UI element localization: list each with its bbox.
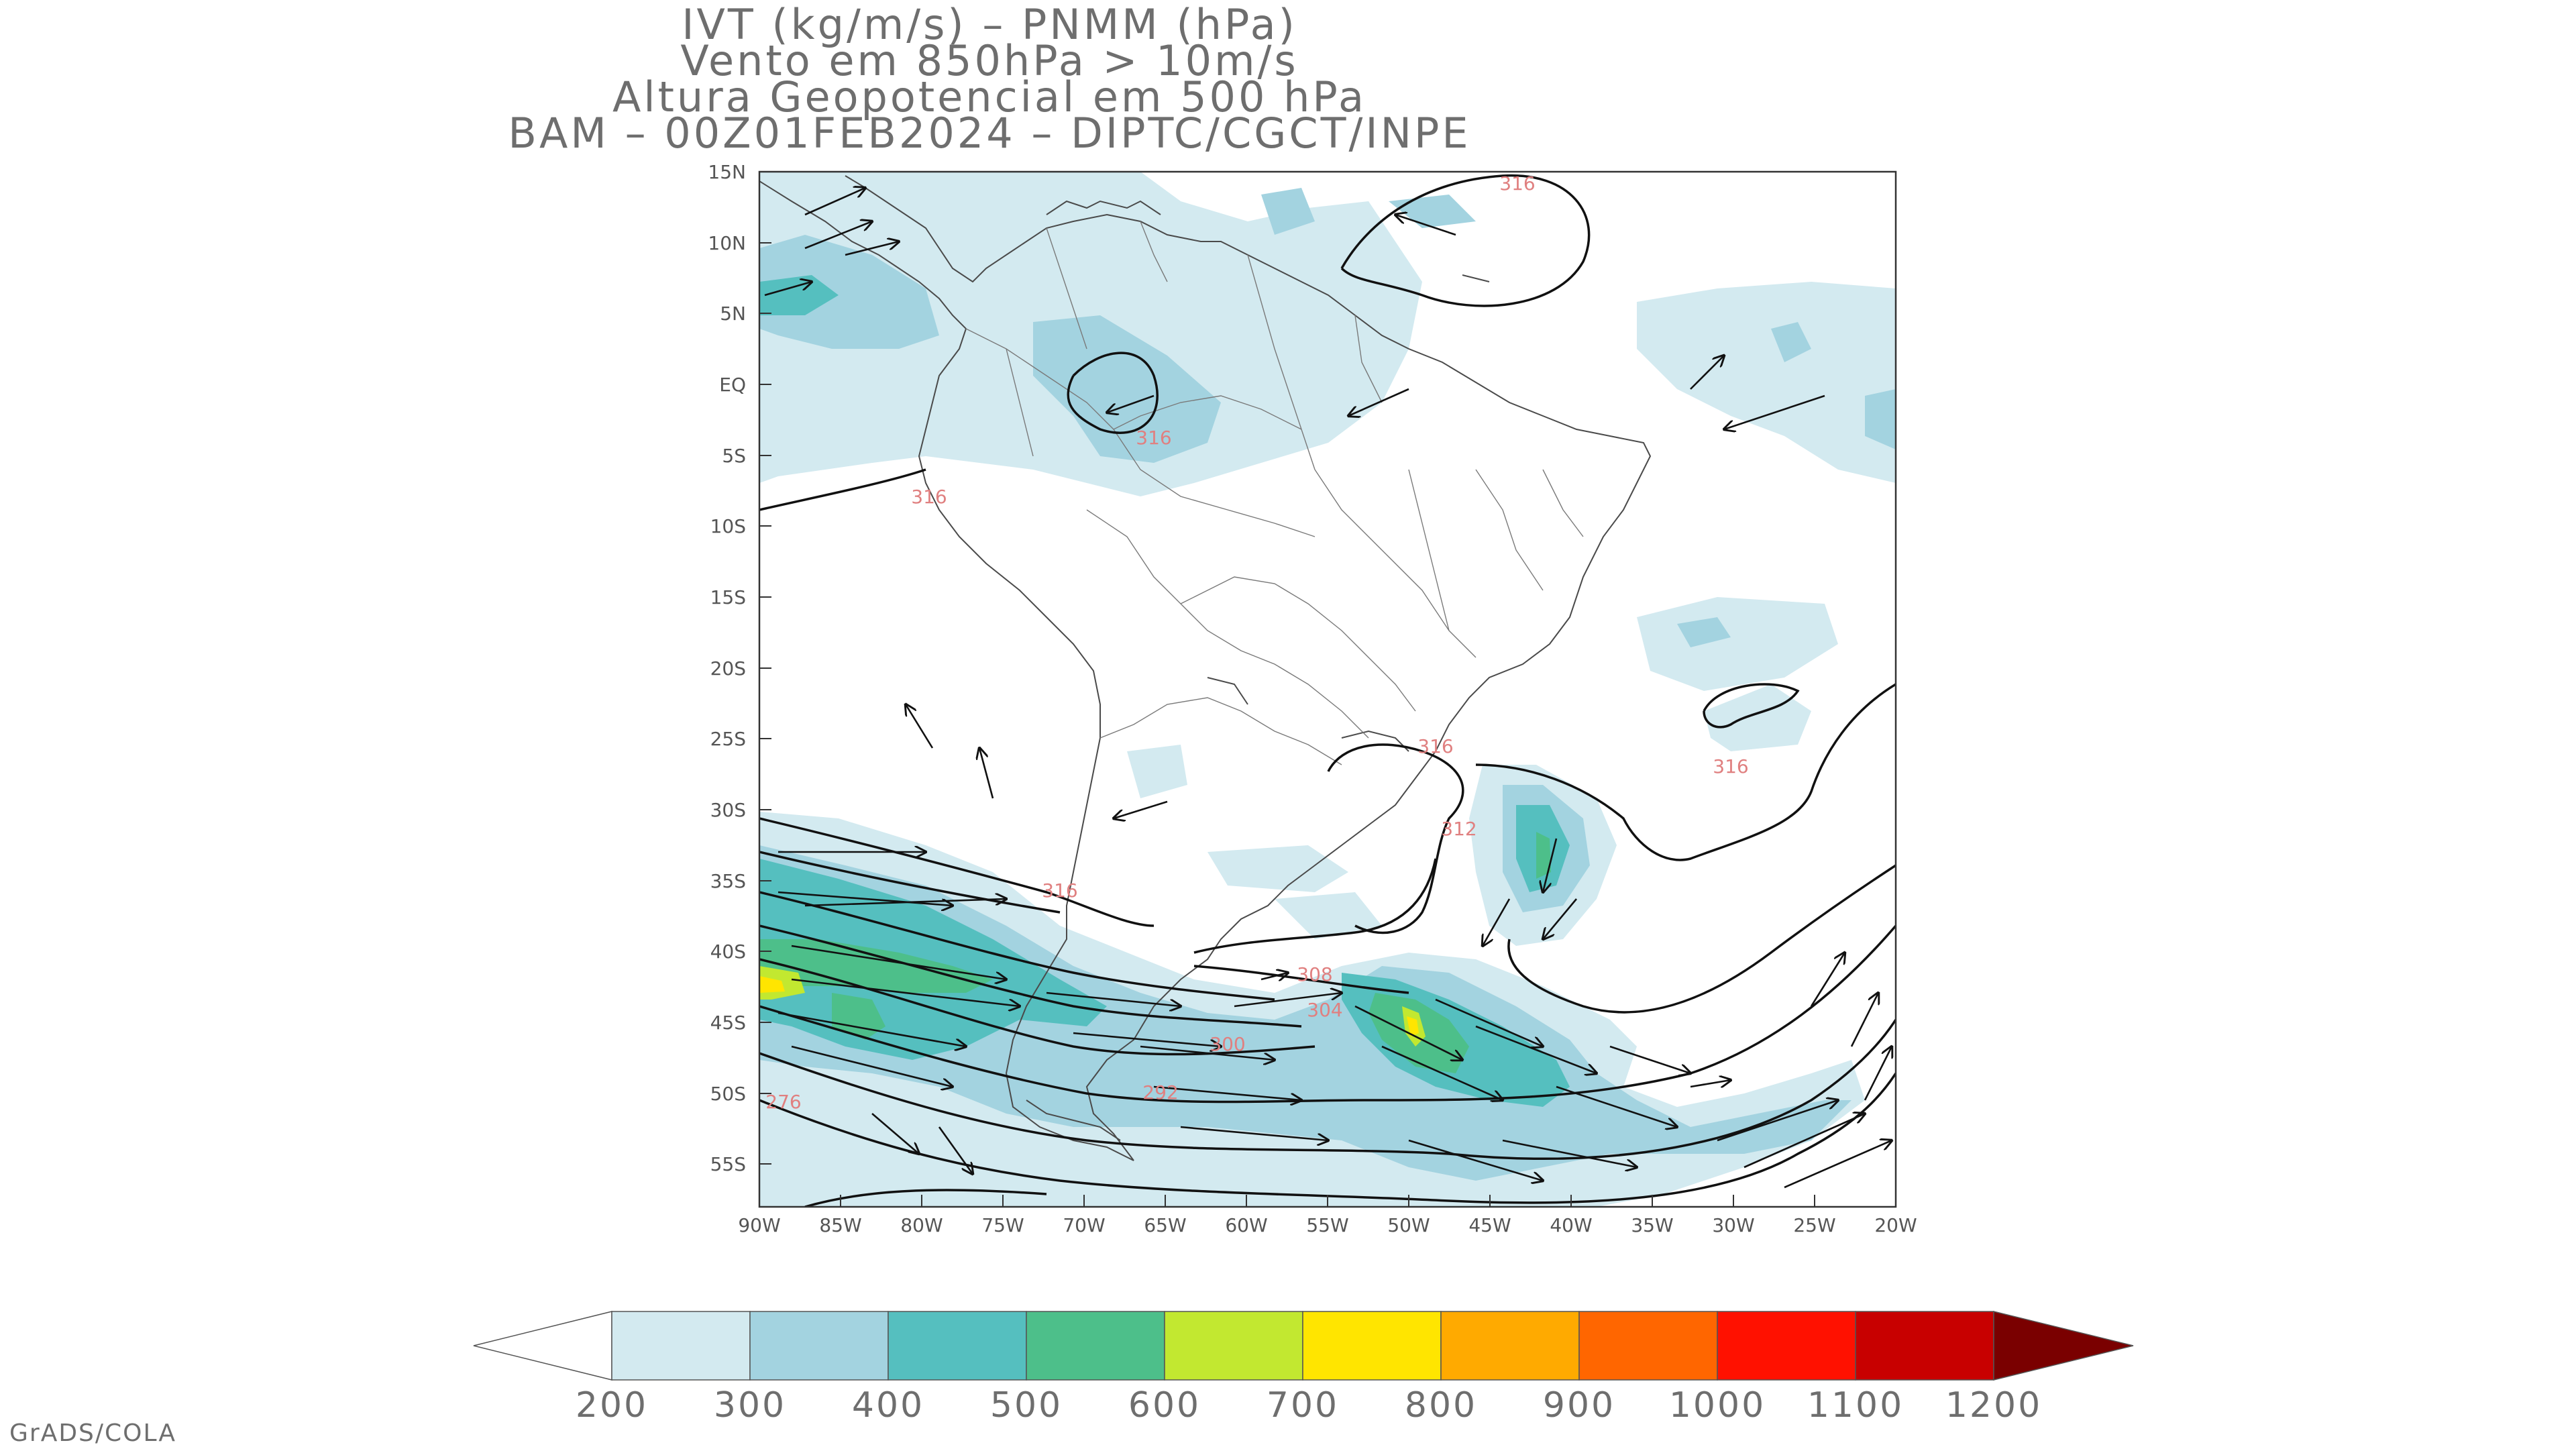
colorbar-swatch: [1302, 1311, 1442, 1381]
lon-tick-label: 20W: [1874, 1214, 1917, 1236]
lat-tick-label: 10S: [710, 515, 746, 537]
colorbar-label: 1100: [1807, 1385, 1904, 1426]
ivt-shading: [759, 172, 1896, 1207]
colorbar-high-triangle: [1993, 1311, 2134, 1381]
lat-tick-label: 5N: [720, 303, 746, 325]
lat-tick-label: 25S: [710, 728, 746, 750]
colorbar-label: 1000: [1669, 1385, 1766, 1426]
lat-tick-label: 45S: [710, 1012, 746, 1034]
colorbar-swatch: [1164, 1311, 1303, 1381]
contour-label: 316: [911, 486, 947, 508]
title-line-4: BAM – 00Z01FEB2024 – DIPTC/CGCT/INPE: [508, 109, 1470, 158]
lat-tick-label: 10N: [708, 232, 746, 254]
latitude-axis: 15N 10N 5N EQ 5S 10S 15S 20S 25S 30S 35S…: [708, 161, 771, 1175]
colorbar-label: 700: [1267, 1385, 1339, 1426]
contour-label: 316: [1042, 879, 1077, 902]
contour-label: 316: [1417, 735, 1453, 757]
lon-tick-label: 45W: [1468, 1214, 1511, 1236]
colorbar-swatch: [1440, 1311, 1580, 1381]
lat-tick-label: EQ: [719, 374, 746, 396]
lat-tick-label: 15N: [708, 161, 746, 183]
colorbar-swatch: [749, 1311, 889, 1381]
colorbar-label: 300: [714, 1385, 786, 1426]
figure-title: IVT (kg/m/s) – PNMM (hPa) Vento em 850hP…: [508, 0, 1470, 158]
colorbar: 200 300 400 500 600 700 800 900 1000 110…: [473, 1311, 2134, 1426]
contour-label: 316: [1499, 172, 1535, 195]
colorbar-label: 1200: [1945, 1385, 2042, 1426]
lat-tick-label: 50S: [710, 1083, 746, 1105]
contour-labels: 316 316 316 316 316 312 316 308 304 300 …: [765, 172, 1748, 1113]
contour-label: 300: [1210, 1033, 1245, 1055]
pressure-contours: [759, 174, 1896, 1207]
colorbar-label: 400: [852, 1385, 924, 1426]
colorbar-swatch: [1026, 1311, 1165, 1381]
colorbar-label: 600: [1128, 1385, 1201, 1426]
colorbar-low-triangle: [473, 1311, 612, 1381]
colorbar-swatch: [888, 1311, 1027, 1381]
lat-tick-label: 30S: [710, 799, 746, 821]
contour-label: 276: [765, 1091, 801, 1113]
country-borders: [965, 221, 1584, 765]
lon-tick-label: 80W: [900, 1214, 943, 1236]
contour-label: 312: [1441, 818, 1477, 840]
colorbar-swatch: [611, 1311, 751, 1381]
lon-tick-label: 35W: [1631, 1214, 1673, 1236]
contour-label: 304: [1307, 999, 1342, 1021]
lon-tick-label: 25W: [1793, 1214, 1835, 1236]
longitude-axis: 90W 85W 80W 75W 70W 65W 60W 55W 50W 45W …: [738, 1195, 1917, 1236]
lat-tick-label: 40S: [710, 941, 746, 963]
colorbar-label: 500: [990, 1385, 1063, 1426]
colorbar-label: 200: [576, 1385, 648, 1426]
contour-label: 316: [1136, 427, 1171, 449]
colorbar-swatch: [1717, 1311, 1856, 1381]
lat-tick-label: 35S: [710, 870, 746, 892]
lon-tick-label: 65W: [1144, 1214, 1186, 1236]
lon-tick-label: 40W: [1550, 1214, 1592, 1236]
lat-tick-label: 55S: [710, 1153, 746, 1175]
software-credit: GrADS/COLA: [9, 1419, 176, 1447]
contour-label: 308: [1297, 963, 1332, 985]
coastlines: [759, 175, 1652, 1161]
lat-tick-label: 20S: [710, 657, 746, 680]
contour-label: 292: [1142, 1081, 1178, 1104]
lon-tick-label: 90W: [738, 1214, 780, 1236]
colorbar-swatch: [1855, 1311, 1994, 1381]
contour-label: 316: [1713, 755, 1748, 777]
lon-tick-label: 60W: [1225, 1214, 1267, 1236]
colorbar-label: 800: [1405, 1385, 1477, 1426]
lat-tick-label: 15S: [710, 586, 746, 608]
title-line-3: Altura Geopotencial em 500 hPa: [612, 72, 1366, 121]
lon-tick-label: 85W: [819, 1214, 861, 1236]
lon-tick-label: 75W: [981, 1214, 1024, 1236]
colorbar-swatch: [1578, 1311, 1718, 1381]
title-line-2: Vento em 850hPa > 10m/s: [680, 36, 1298, 85]
map-panel: 316 316 316 316 316 312 316 308 304 300 …: [708, 161, 1917, 1236]
lon-tick-label: 30W: [1712, 1214, 1754, 1236]
lon-tick-label: 70W: [1063, 1214, 1105, 1236]
lat-tick-label: 5S: [722, 445, 746, 467]
wind-vectors: [764, 188, 1892, 1189]
colorbar-label: 900: [1543, 1385, 1615, 1426]
title-line-1: IVT (kg/m/s) – PNMM (hPa): [682, 0, 1297, 49]
lon-tick-label: 50W: [1387, 1214, 1430, 1236]
lon-tick-label: 55W: [1306, 1214, 1348, 1236]
